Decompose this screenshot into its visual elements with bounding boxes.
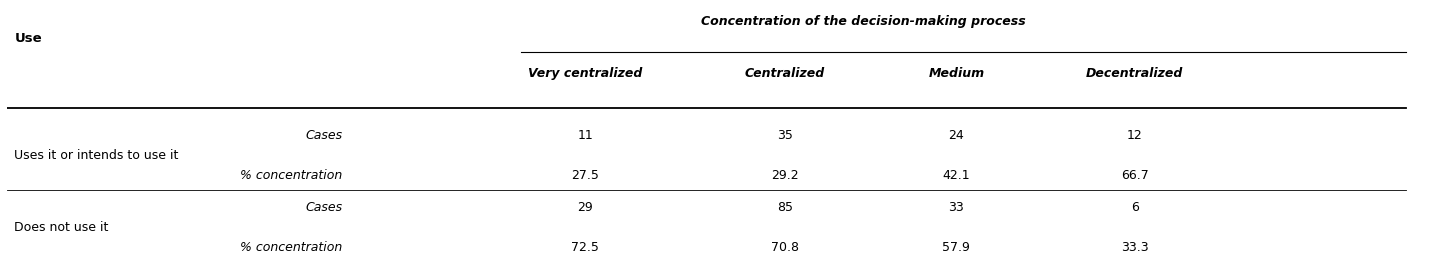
Text: 11: 11 (577, 129, 593, 142)
Text: Decentralized: Decentralized (1087, 67, 1184, 80)
Text: Use: Use (14, 33, 42, 45)
Text: 70.8: 70.8 (771, 241, 798, 254)
Text: Medium: Medium (929, 67, 984, 80)
Text: 33: 33 (949, 201, 964, 214)
Text: Cases: Cases (306, 129, 342, 142)
Text: 27.5: 27.5 (571, 169, 600, 182)
Text: Does not use it: Does not use it (14, 221, 109, 234)
Text: % concentration: % concentration (241, 169, 342, 182)
Text: Cases: Cases (306, 201, 342, 214)
Text: 29: 29 (577, 201, 593, 214)
Text: 85: 85 (777, 201, 793, 214)
Text: 57.9: 57.9 (942, 241, 971, 254)
Text: Uses it or intends to use it: Uses it or intends to use it (14, 149, 178, 162)
Text: 6: 6 (1130, 201, 1139, 214)
Text: Centralized: Centralized (745, 67, 826, 80)
Text: 24: 24 (949, 129, 964, 142)
Text: 35: 35 (777, 129, 793, 142)
Text: 72.5: 72.5 (571, 241, 600, 254)
Text: % concentration: % concentration (241, 241, 342, 254)
Text: Concentration of the decision-making process: Concentration of the decision-making pro… (701, 15, 1026, 28)
Text: 66.7: 66.7 (1122, 169, 1149, 182)
Text: Very centralized: Very centralized (527, 67, 642, 80)
Text: 33.3: 33.3 (1122, 241, 1149, 254)
Text: 29.2: 29.2 (771, 169, 798, 182)
Text: 42.1: 42.1 (942, 169, 971, 182)
Text: 12: 12 (1127, 129, 1143, 142)
